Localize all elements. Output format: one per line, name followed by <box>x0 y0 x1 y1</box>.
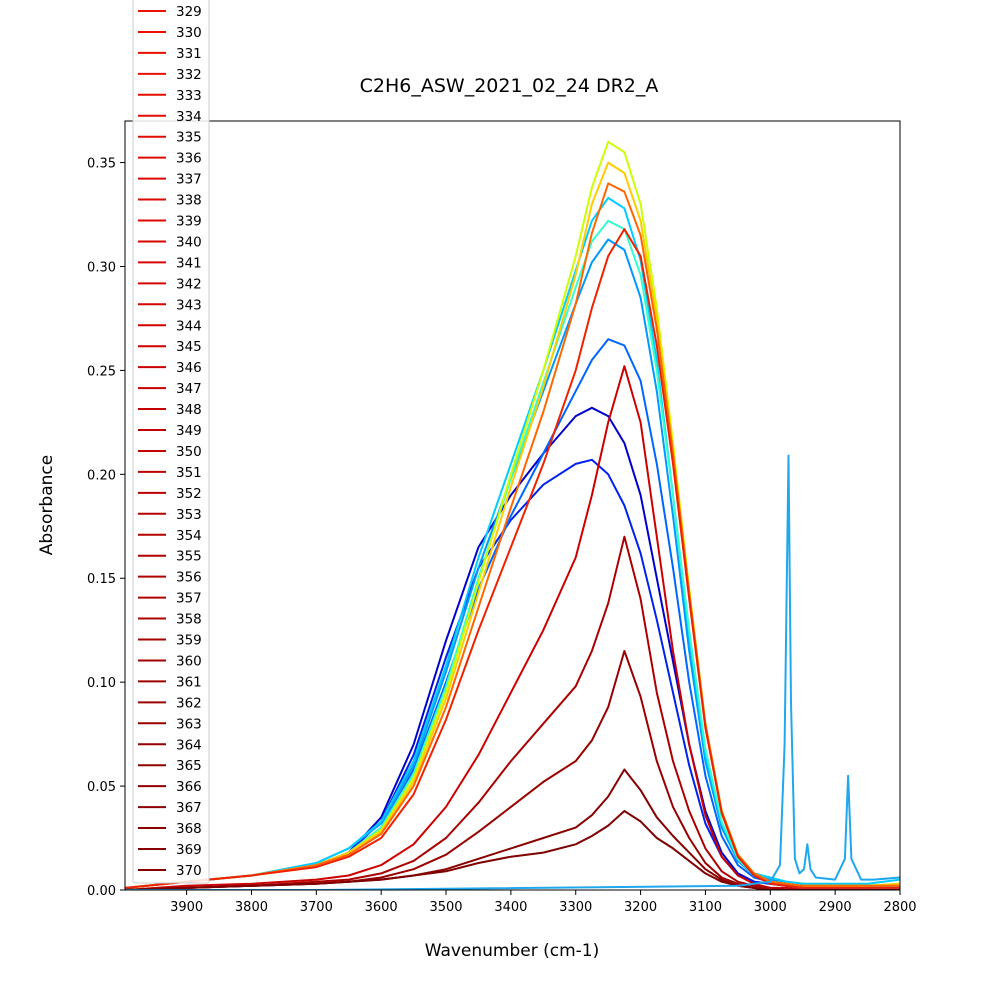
plot-frame <box>124 120 901 891</box>
legend-label: 368 <box>176 821 202 837</box>
legend-label: 366 <box>176 779 202 795</box>
legend-label: 363 <box>176 716 202 732</box>
x-axis: 3900 3800 3700 3600 3500 3400 3300 3200 3100 3000… <box>170 890 917 915</box>
y-tick-label: 0.10 <box>87 676 116 691</box>
x-tick-label: 3200 <box>624 900 657 915</box>
x-tick-label: 2900 <box>819 900 852 915</box>
x-tick-label: 3300 <box>559 900 592 915</box>
legend-label: 370 <box>176 863 202 879</box>
y-tick-label: 0.05 <box>87 780 116 795</box>
x-tick-label: 3900 <box>170 900 203 915</box>
legend-label: 336 <box>176 151 202 167</box>
legend-label: 337 <box>176 172 202 188</box>
series-line-10 <box>125 365 900 890</box>
legend-label: 347 <box>176 381 202 397</box>
legend-label: 349 <box>176 423 202 439</box>
legend-label: 360 <box>176 653 202 669</box>
y-tick-label: 0.00 <box>87 884 116 899</box>
x-tick-label: 3500 <box>429 900 462 915</box>
y-tick-label: 0.20 <box>87 468 116 483</box>
legend-label: 341 <box>176 255 202 271</box>
legend-label: 338 <box>176 193 202 209</box>
legend-label: 354 <box>176 528 202 544</box>
legend-label: 369 <box>176 842 202 858</box>
y-tick-label: 0.30 <box>87 260 116 275</box>
legend-label: 329 <box>176 4 202 20</box>
y-tick-label: 0.35 <box>87 157 116 172</box>
legend-label: 367 <box>176 800 202 816</box>
x-tick-label: 3700 <box>300 900 333 915</box>
legend-label: 335 <box>176 130 202 146</box>
legend-label: 331 <box>176 46 202 62</box>
legend-label: 362 <box>176 695 202 711</box>
y-tick-label: 0.15 <box>87 572 116 587</box>
legend-label: 365 <box>176 758 202 774</box>
series-line-15 <box>125 454 900 890</box>
legend-label: 340 <box>176 234 202 250</box>
legend-label: 356 <box>176 570 202 586</box>
x-tick-label: 2800 <box>883 900 916 915</box>
series-line-1 <box>125 458 900 890</box>
x-tick-label: 3800 <box>235 900 268 915</box>
legend-label: 352 <box>176 486 202 502</box>
y-tick-label: 0.25 <box>87 364 116 379</box>
legend-label: 334 <box>176 109 202 125</box>
legend-label: 364 <box>176 737 202 753</box>
legend-label: 339 <box>176 214 202 230</box>
legend-label: 353 <box>176 507 202 523</box>
y-axis: 0.00 0.05 0.10 0.15 0.20 0.25 0.30 0.35 <box>87 157 125 899</box>
legend-label: 359 <box>176 633 202 649</box>
x-tick-label: 3400 <box>494 900 527 915</box>
series-line-9 <box>125 228 900 889</box>
legend-label: 346 <box>176 360 202 376</box>
legend-label: 350 <box>176 444 202 460</box>
legend-label: 348 <box>176 402 202 418</box>
legend-label: 351 <box>176 465 202 481</box>
y-axis-title: Absorbance <box>37 455 57 555</box>
legend-label: 345 <box>176 339 202 355</box>
legend-label: 342 <box>176 276 202 292</box>
legend-label: 330 <box>176 25 202 41</box>
chart-title: C2H6_ASW_2021_02_24 DR2_A <box>360 75 659 97</box>
series-line-4 <box>125 196 900 889</box>
x-tick-label: 3100 <box>689 900 722 915</box>
series-line-11 <box>125 535 900 890</box>
legend-label: 344 <box>176 318 202 334</box>
legend-label: 333 <box>176 88 202 104</box>
x-axis-title: Wavenumber (cm-1) <box>425 941 600 961</box>
legend: 329 330 331 332 333 334 335 336 337 338 339 340 341 3… <box>132 0 210 884</box>
legend-label: 332 <box>176 67 202 83</box>
legend-label: 361 <box>176 674 202 690</box>
legend-label: 355 <box>176 549 202 565</box>
legend-label: 343 <box>176 297 202 313</box>
x-tick-label: 3600 <box>365 900 398 915</box>
legend-label: 357 <box>176 591 202 607</box>
series-line-12 <box>125 650 900 890</box>
series-line-3 <box>125 238 900 889</box>
x-tick-label: 3000 <box>754 900 787 915</box>
series-line-8 <box>125 182 900 889</box>
series-line-14 <box>125 810 900 890</box>
series-layer <box>125 140 900 890</box>
legend-label: 358 <box>176 612 202 628</box>
